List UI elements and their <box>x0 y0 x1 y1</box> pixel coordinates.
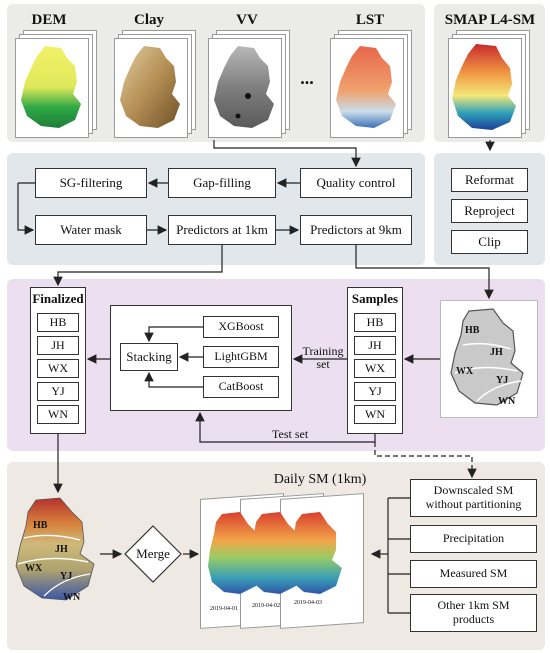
lst-stack <box>330 30 420 140</box>
training-set-label: Training set <box>302 344 344 372</box>
clay-stack <box>114 30 204 140</box>
date-label-2: 2019-04-02 <box>252 603 280 609</box>
reproject-box: Reproject <box>451 199 528 223</box>
daily-sm-maps <box>208 512 342 594</box>
merge-diamond <box>124 525 182 583</box>
lst-map <box>336 46 396 128</box>
smap-title: SMAP L4-SM <box>444 12 536 28</box>
partition-map-frame <box>440 300 538 418</box>
finalized-region-wx: WX <box>37 359 79 378</box>
xgboost-box: XGBoost <box>203 316 279 338</box>
dem-map <box>21 46 81 128</box>
dem-stack <box>15 30 105 140</box>
gap-filling-box: Gap-filling <box>168 168 276 198</box>
smap-map <box>452 44 516 130</box>
finalized-title: Finalized <box>32 291 84 306</box>
catboost-box: CatBoost <box>203 376 279 398</box>
clay-title: Clay <box>134 12 164 28</box>
map-label-hb: HB <box>465 325 480 336</box>
map-label-yj: YJ <box>496 375 509 386</box>
predictors-1km-box: Predictors at 1km <box>168 215 276 245</box>
water-mask-box: Water mask <box>35 215 147 245</box>
final-map-label-jh: JH <box>55 544 68 555</box>
precipitation-box: Precipitation <box>410 525 537 553</box>
final-map-label-hb: HB <box>33 520 48 531</box>
samples-region-wx: WX <box>354 359 396 378</box>
final-map-frame <box>10 494 100 608</box>
finalized-region-yj: YJ <box>37 382 79 401</box>
date-label-3: 2019-04-03 <box>294 600 322 606</box>
lightgbm-box: LightGBM <box>203 346 279 368</box>
map-label-jh: JH <box>490 347 503 358</box>
measured-sm-box: Measured SM <box>410 560 537 588</box>
clip-box: Clip <box>451 230 528 254</box>
finalized-region-wn: WN <box>37 405 79 424</box>
partition-map <box>450 308 524 406</box>
finalized-region-jh: JH <box>37 336 79 355</box>
map-label-wn: WN <box>498 396 516 407</box>
smap-stack <box>448 30 538 140</box>
quality-control-box: Quality control <box>300 168 412 198</box>
date-label-1: 2019-04-01 <box>210 606 238 612</box>
samples-region-jh: JH <box>354 336 396 355</box>
final-map-label-wx: WX <box>25 563 43 574</box>
reformat-box: Reformat <box>451 168 528 192</box>
finalized-region-hb: HB <box>37 313 79 332</box>
dem-title: DEM <box>31 12 67 28</box>
merge-label: Merge <box>136 546 170 561</box>
map-label-wx: WX <box>456 366 474 377</box>
stacking-box: Stacking <box>120 343 178 371</box>
final-map <box>15 497 95 601</box>
samples-region-yj: YJ <box>354 382 396 401</box>
final-map-label-wn: WN <box>63 592 81 603</box>
vv-stack <box>208 30 298 140</box>
vv-map <box>214 46 274 128</box>
daily-sm-title: Daily SM (1km) <box>273 472 367 487</box>
ellipsis: ... <box>300 68 314 88</box>
vv-title: VV <box>236 12 258 28</box>
samples-region-hb: HB <box>354 313 396 332</box>
samples-region-wn: WN <box>354 405 396 424</box>
final-map-label-yj: YJ <box>60 571 73 582</box>
sg-filtering-box: SG-filtering <box>35 168 147 198</box>
other-products-box: Other 1km SM products <box>410 594 537 632</box>
samples-title: Samples <box>351 291 399 306</box>
lst-title: LST <box>355 12 385 28</box>
downscaled-sm-box: Downscaled SM without partitioning <box>410 479 537 517</box>
test-set-label: Test set <box>272 427 309 441</box>
clay-map <box>120 46 180 128</box>
predictors-9km-box: Predictors at 9km <box>300 215 412 245</box>
